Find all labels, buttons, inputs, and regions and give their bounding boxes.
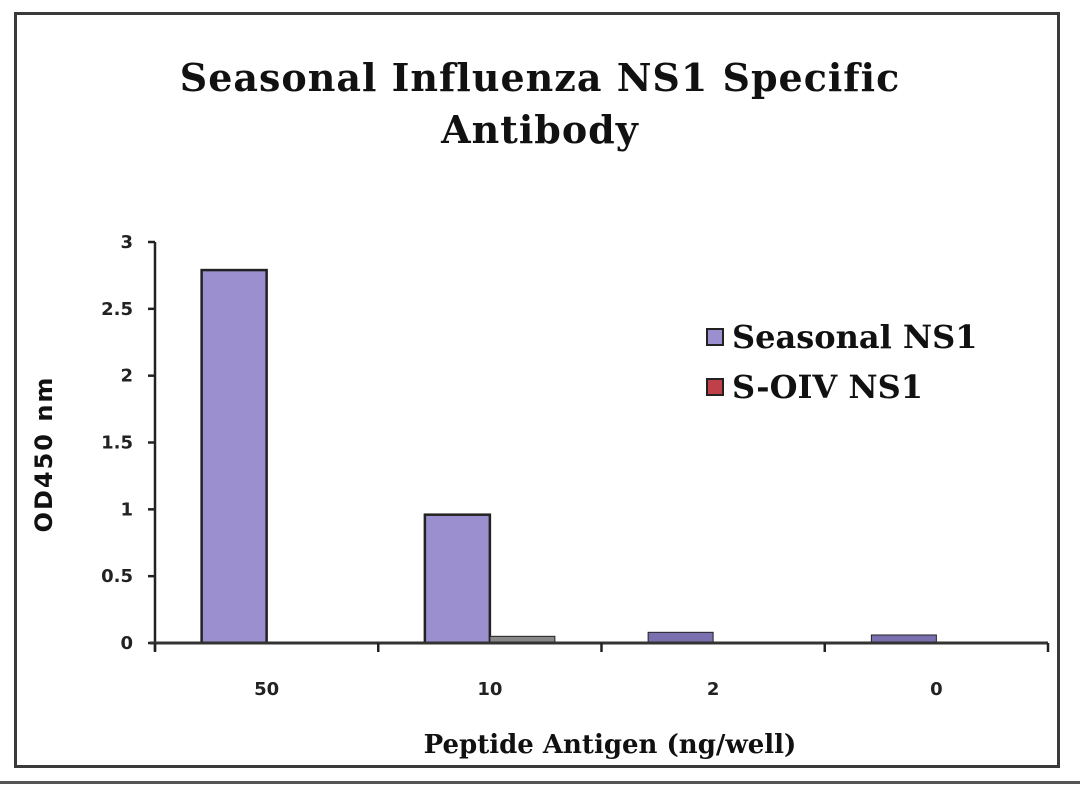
chart-title-line-1: Seasonal Influenza NS1 Specific (179, 55, 901, 100)
x-tick-label: 10 (477, 679, 502, 700)
bottom-divider (0, 781, 1080, 784)
bar-seasonal-ns1-50 (200, 268, 268, 645)
legend: Seasonal NS1 S-OIV NS1 (706, 312, 977, 412)
bar-seasonal-ns1-10 (423, 513, 492, 645)
y-tick-label: 1 (120, 499, 133, 520)
x-axis-label: Peptide Antigen (ng/well) (423, 730, 797, 760)
bar-seasonal-ns1-2 (647, 631, 714, 644)
x-tick-label: 0 (930, 679, 943, 700)
legend-swatch-icon (706, 378, 724, 396)
chart-title: Seasonal Influenza NS1 Specific Antibody (140, 52, 940, 156)
y-tick-label: 1.5 (101, 433, 133, 454)
x-tick-label: 2 (707, 679, 720, 700)
x-tick-label: 50 (254, 679, 279, 700)
chart-title-line-2: Antibody (441, 107, 639, 152)
legend-swatch-icon (706, 328, 724, 346)
y-tick-label: 0 (120, 633, 133, 654)
legend-label: S-OIV NS1 (732, 368, 923, 406)
legend-label: Seasonal NS1 (732, 318, 978, 356)
y-tick-label: 2.5 (101, 299, 133, 320)
y-tick-label: 2 (120, 366, 133, 387)
y-tick-label: 0.5 (101, 566, 133, 587)
legend-item-s-oiv-ns1: S-OIV NS1 (706, 362, 977, 412)
y-tick-label: 3 (120, 232, 133, 253)
legend-item-seasonal-ns1: Seasonal NS1 (706, 312, 977, 362)
